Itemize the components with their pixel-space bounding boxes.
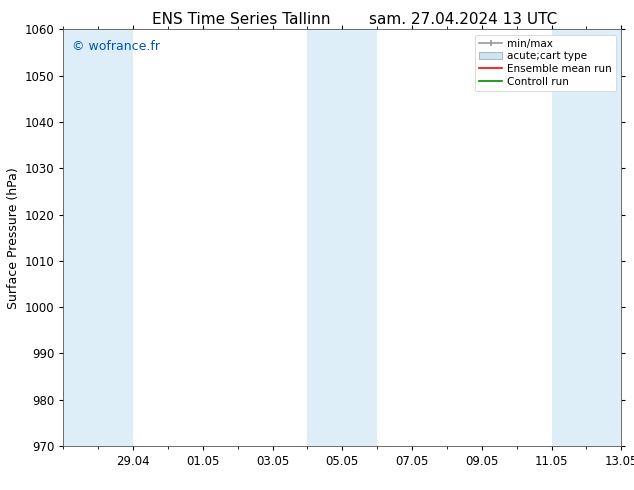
Bar [63,29,133,446]
Text: ENS Time Series Tallinn: ENS Time Series Tallinn [152,12,330,27]
Legend: min/max, acute;cart type, Ensemble mean run, Controll run: min/max, acute;cart type, Ensemble mean … [475,35,616,91]
Bar [307,29,377,446]
Bar [552,29,621,446]
Text: sam. 27.04.2024 13 UTC: sam. 27.04.2024 13 UTC [369,12,557,27]
Text: © wofrance.fr: © wofrance.fr [72,40,160,53]
Y-axis label: Surface Pressure (hPa): Surface Pressure (hPa) [8,167,20,309]
